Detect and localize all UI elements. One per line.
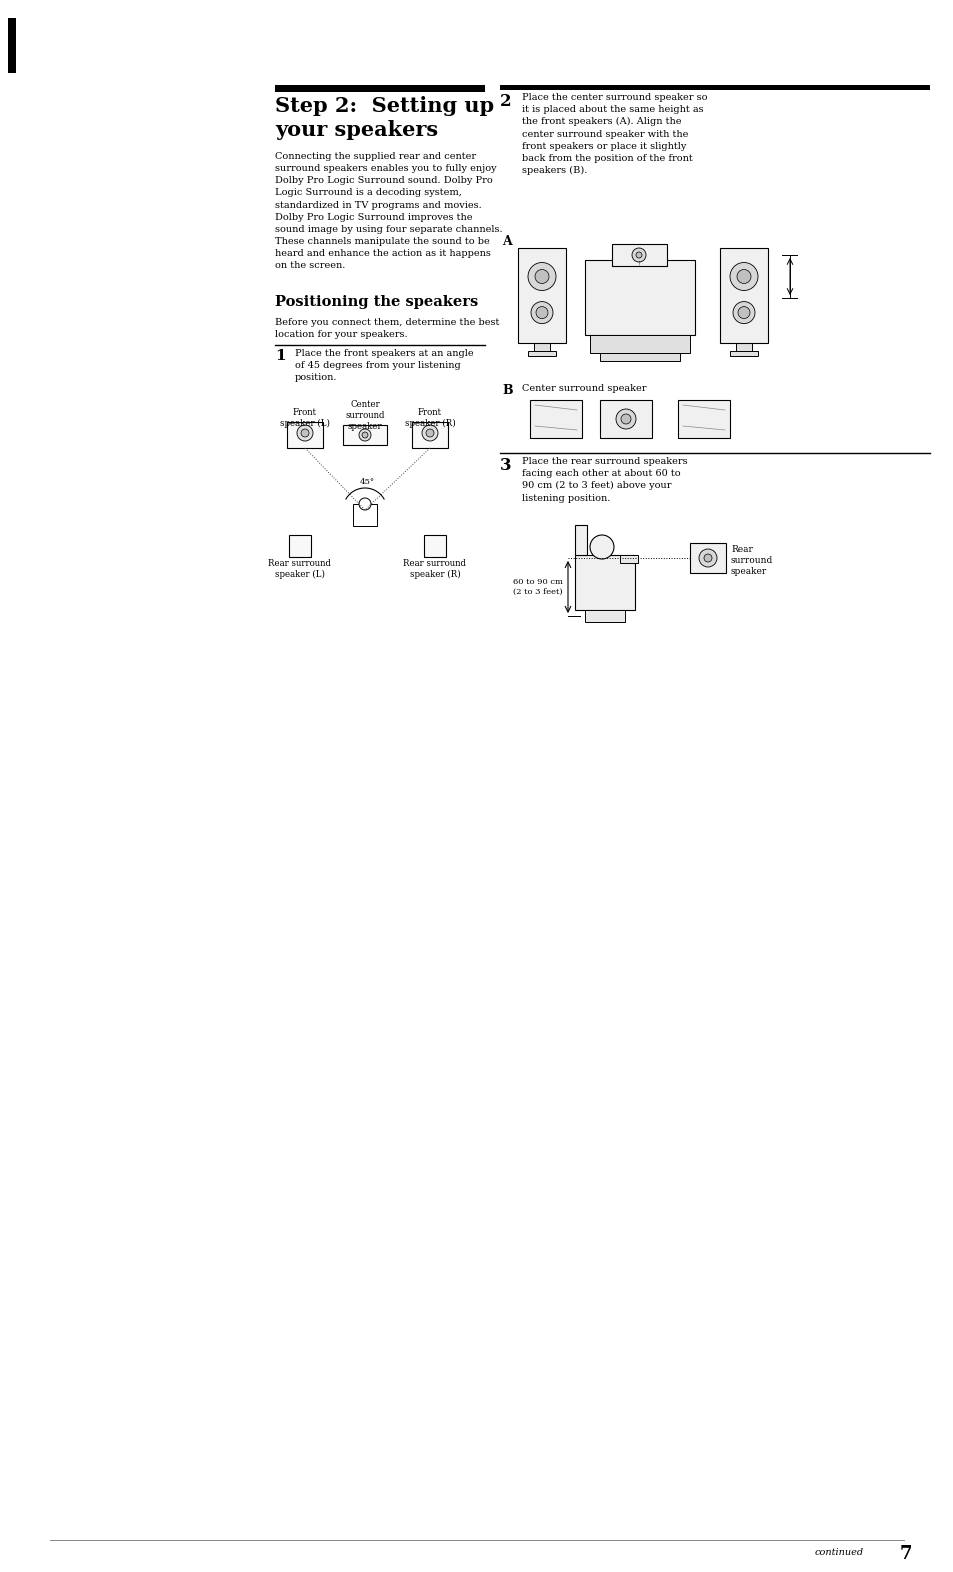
Bar bbox=[575, 555, 635, 610]
Circle shape bbox=[732, 302, 754, 324]
Text: Place the rear surround speakers
facing each other at about 60 to
90 cm (2 to 3 : Place the rear surround speakers facing … bbox=[521, 457, 687, 503]
Text: continued: continued bbox=[814, 1548, 863, 1556]
Bar bbox=[678, 399, 729, 439]
Bar bbox=[619, 555, 638, 563]
Bar bbox=[689, 542, 725, 574]
Text: Center
surround
speaker: Center surround speaker bbox=[345, 399, 384, 431]
Circle shape bbox=[358, 498, 371, 509]
Text: Step 2:  Setting up: Step 2: Setting up bbox=[274, 96, 494, 116]
Circle shape bbox=[535, 269, 548, 283]
Bar bbox=[343, 424, 387, 445]
Text: 1: 1 bbox=[274, 349, 285, 363]
Text: Positioning the speakers: Positioning the speakers bbox=[274, 296, 477, 310]
Text: your speakers: your speakers bbox=[274, 119, 437, 140]
Circle shape bbox=[738, 307, 749, 319]
Circle shape bbox=[301, 429, 309, 437]
Bar bbox=[499, 85, 929, 90]
Bar bbox=[274, 85, 484, 93]
Circle shape bbox=[358, 429, 371, 442]
Circle shape bbox=[737, 269, 750, 283]
Text: Front
speaker (L): Front speaker (L) bbox=[280, 409, 330, 428]
Text: Center surround speaker: Center surround speaker bbox=[521, 384, 646, 393]
Circle shape bbox=[616, 409, 636, 429]
Text: Rear surround
speaker (L): Rear surround speaker (L) bbox=[268, 560, 331, 578]
Circle shape bbox=[426, 429, 434, 437]
Bar bbox=[527, 351, 556, 355]
Text: Place the front speakers at an angle
of 45 degrees from your listening
position.: Place the front speakers at an angle of … bbox=[294, 349, 473, 382]
Bar bbox=[584, 610, 624, 623]
Circle shape bbox=[361, 432, 368, 439]
Bar bbox=[530, 399, 581, 439]
Bar bbox=[412, 421, 448, 448]
Bar bbox=[599, 399, 651, 439]
Bar bbox=[729, 351, 758, 355]
Bar bbox=[735, 343, 751, 351]
Circle shape bbox=[636, 252, 641, 258]
Bar bbox=[517, 248, 565, 343]
Text: 3: 3 bbox=[499, 457, 511, 475]
Circle shape bbox=[699, 549, 717, 567]
Text: Place the center surround speaker so
it is placed about the same height as
the f: Place the center surround speaker so it … bbox=[521, 93, 707, 174]
Circle shape bbox=[620, 413, 630, 424]
Text: 7: 7 bbox=[899, 1545, 911, 1563]
Bar bbox=[8, 17, 16, 72]
Bar bbox=[720, 248, 767, 343]
Bar bbox=[612, 244, 666, 266]
Text: Connecting the supplied rear and center
surround speakers enables you to fully e: Connecting the supplied rear and center … bbox=[274, 152, 502, 270]
Circle shape bbox=[589, 534, 614, 560]
Circle shape bbox=[421, 424, 437, 442]
Text: Before you connect them, determine the best
location for your speakers.: Before you connect them, determine the b… bbox=[274, 318, 498, 340]
Bar bbox=[584, 259, 695, 335]
Text: 2: 2 bbox=[499, 93, 511, 110]
Bar bbox=[575, 525, 586, 555]
Bar bbox=[423, 534, 446, 556]
Bar bbox=[353, 505, 376, 527]
Bar bbox=[287, 421, 323, 448]
Circle shape bbox=[527, 263, 556, 291]
Circle shape bbox=[703, 553, 711, 563]
Text: Rear surround
speaker (R): Rear surround speaker (R) bbox=[403, 560, 466, 578]
Bar bbox=[289, 534, 311, 556]
Circle shape bbox=[536, 307, 547, 319]
Text: Front
speaker (R): Front speaker (R) bbox=[404, 409, 455, 428]
Circle shape bbox=[531, 302, 553, 324]
Text: B: B bbox=[501, 384, 512, 398]
Text: 60 to 90 cm
(2 to 3 feet): 60 to 90 cm (2 to 3 feet) bbox=[513, 578, 562, 596]
Text: Rear
surround
speaker: Rear surround speaker bbox=[730, 545, 773, 577]
Bar bbox=[589, 335, 689, 354]
Bar bbox=[599, 354, 679, 362]
Circle shape bbox=[631, 248, 645, 263]
Circle shape bbox=[729, 263, 758, 291]
Circle shape bbox=[296, 424, 313, 442]
Bar bbox=[534, 343, 550, 351]
Text: 45°: 45° bbox=[359, 478, 375, 486]
Text: A: A bbox=[501, 234, 511, 248]
